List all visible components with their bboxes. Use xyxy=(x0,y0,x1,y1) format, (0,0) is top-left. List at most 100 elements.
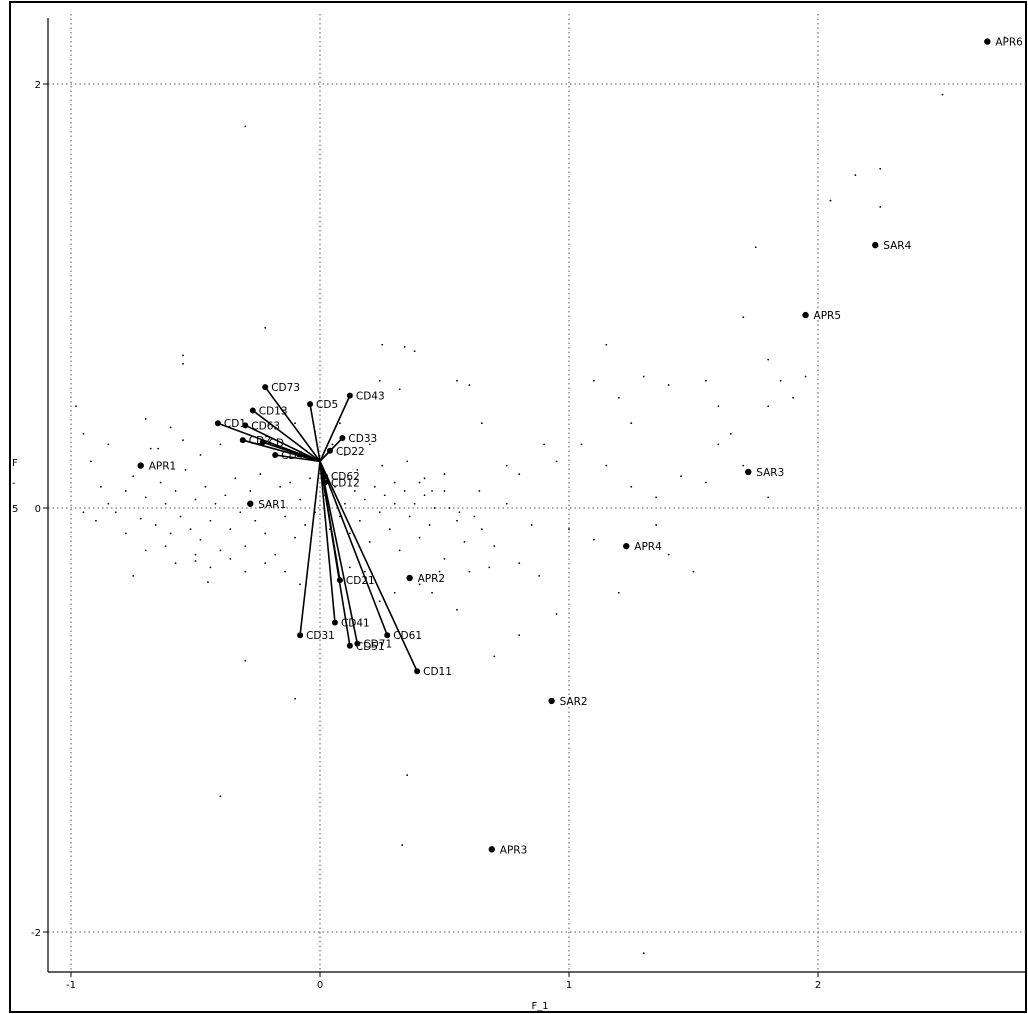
background-dot xyxy=(182,439,184,442)
background-dot xyxy=(593,538,595,541)
background-dot xyxy=(149,447,152,450)
vector-line xyxy=(309,403,321,462)
background-dot xyxy=(555,613,558,615)
vector-point xyxy=(297,632,304,639)
modality-point xyxy=(548,697,555,705)
background-dot xyxy=(95,519,97,522)
background-dot xyxy=(742,464,745,467)
vector-line xyxy=(244,424,321,463)
vector-label: CD1 xyxy=(224,418,246,430)
vector-label: CD31 xyxy=(306,630,335,642)
background-dot xyxy=(219,795,222,798)
background-dot xyxy=(667,553,670,556)
background-dot xyxy=(488,566,491,569)
vector-label: CD13 xyxy=(259,405,288,417)
background-dot xyxy=(406,460,409,463)
background-dot xyxy=(182,362,184,365)
vector-point xyxy=(249,407,256,414)
background-dot xyxy=(254,519,257,522)
background-dot xyxy=(99,485,102,488)
background-dot xyxy=(630,422,633,425)
vector-line xyxy=(264,386,321,462)
background-dot xyxy=(294,422,296,425)
background-dot xyxy=(493,655,496,658)
background-dot xyxy=(194,498,197,501)
background-dot xyxy=(284,570,287,573)
background-dot xyxy=(667,384,670,386)
background-dot xyxy=(194,553,197,556)
vector-label: CD51 xyxy=(356,641,385,653)
vector-label: CD22 xyxy=(336,446,365,458)
background-dot xyxy=(431,490,433,492)
background-dot xyxy=(767,496,770,499)
background-dot xyxy=(406,774,409,777)
background-dot xyxy=(463,541,466,543)
vector-label: CD2 xyxy=(249,435,271,447)
background-dot xyxy=(518,634,521,637)
vector-label: CD11 xyxy=(423,666,452,678)
background-dot xyxy=(144,418,147,420)
background-dot xyxy=(941,93,944,96)
background-dot xyxy=(204,485,207,488)
background-dot xyxy=(299,498,301,501)
background-dot xyxy=(344,502,346,505)
background-dot xyxy=(279,485,282,488)
background-dot xyxy=(468,384,471,386)
background-dot xyxy=(229,557,232,560)
background-dot xyxy=(642,375,645,378)
background-dot xyxy=(403,490,406,492)
background-dot xyxy=(363,498,366,501)
background-dot xyxy=(294,697,296,700)
background-dot xyxy=(480,422,483,425)
vector-label: CD71 xyxy=(363,639,392,651)
vector-line xyxy=(262,441,321,463)
vector-label: CD4 xyxy=(281,450,303,462)
background-dot xyxy=(401,844,404,846)
background-dot xyxy=(742,316,745,319)
background-dot xyxy=(393,481,396,484)
background-dot xyxy=(478,490,481,492)
background-dot xyxy=(356,468,359,471)
background-dot xyxy=(767,358,770,361)
background-dot xyxy=(433,507,436,509)
vector-point xyxy=(346,642,353,649)
background-dot xyxy=(348,532,351,535)
background-dot xyxy=(505,464,508,467)
background-dot xyxy=(264,532,267,535)
modality-label: SAR2 xyxy=(560,696,588,708)
vector-point xyxy=(414,668,421,675)
background-dot xyxy=(381,343,384,346)
background-dot xyxy=(692,570,695,573)
modality-label: SAR4 xyxy=(883,240,911,252)
background-dot xyxy=(468,570,471,573)
background-dot xyxy=(174,562,177,565)
vector-line xyxy=(319,461,418,672)
vector-line xyxy=(252,409,321,462)
background-dot xyxy=(792,396,794,399)
background-dot xyxy=(530,524,533,526)
background-dot xyxy=(334,485,336,488)
background-dot xyxy=(518,473,521,475)
background-dot xyxy=(1003,36,1006,39)
background-dot xyxy=(207,581,209,584)
background-dot xyxy=(617,396,620,399)
modality-label: APR1 xyxy=(149,461,177,473)
y-tick-label: 2 xyxy=(35,80,41,91)
background-dot xyxy=(264,562,267,565)
vector-line xyxy=(319,461,351,646)
y-axis-extra-label-1: - xyxy=(12,478,16,489)
vector-label: CD xyxy=(269,437,284,449)
background-dot xyxy=(139,517,142,520)
vector-label: CD12 xyxy=(331,478,360,490)
background-dot xyxy=(244,545,247,548)
background-dot xyxy=(114,511,117,514)
background-dot xyxy=(229,528,232,531)
background-dot xyxy=(304,524,306,526)
background-dot xyxy=(264,326,267,329)
background-dot xyxy=(189,528,192,531)
axes: -1 0 1 2 -2 0 2 xyxy=(31,18,1026,991)
background-dot xyxy=(655,496,658,499)
background-dot xyxy=(518,562,521,565)
